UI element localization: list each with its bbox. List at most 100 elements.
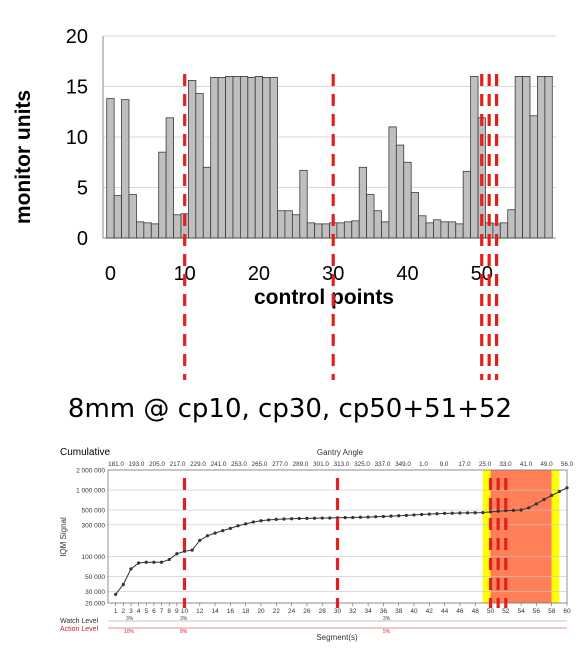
signal-point [511, 508, 516, 512]
bar [136, 221, 145, 239]
signal-point [244, 522, 248, 526]
signal-point [374, 515, 378, 519]
signal-point [282, 517, 286, 521]
signal-point [144, 560, 148, 564]
top-x-tick-label: 20 [248, 263, 270, 285]
segment-tick-label: 18 [242, 608, 250, 615]
signal-point [297, 516, 301, 521]
bar [440, 221, 449, 239]
segment-tick-label: 2 [121, 608, 125, 615]
segment-tick-label: 28 [319, 608, 327, 615]
segment-tick-label: 3 [129, 608, 133, 615]
bottom-y-tick-label: 20 000 [85, 601, 105, 608]
bar [499, 222, 509, 239]
bar [232, 76, 241, 239]
bar [239, 76, 249, 239]
signal-point [473, 511, 477, 515]
watch-value: 3% [383, 616, 391, 622]
bar [514, 76, 523, 239]
action-level-label: Action Level [60, 626, 99, 633]
bar [202, 166, 212, 239]
bar [366, 194, 375, 239]
signal-point [328, 516, 332, 520]
watch-level-label: Watch Level [60, 618, 99, 625]
signal-point [351, 515, 355, 520]
gantry-angle-label: 1.0 [419, 461, 428, 468]
segment-tick-label: 56 [533, 608, 541, 615]
top-x-tick-label: 40 [396, 263, 418, 285]
gantry-angle-label: 49.0 [540, 461, 553, 468]
signal-point [366, 515, 370, 519]
gantry-axis-title: Gantry Angle [317, 448, 364, 457]
signal-point [221, 529, 225, 533]
yellow-band-right [551, 470, 560, 603]
watch-value: 3% [126, 616, 134, 622]
gantry-angle-label: 337.0 [375, 461, 391, 468]
bar [225, 76, 234, 239]
segment-tick-label: 42 [426, 608, 434, 615]
gantry-angle-label: 25.0 [479, 461, 492, 468]
gantry-angle-label: 229.0 [190, 461, 206, 468]
bar [277, 210, 286, 239]
bar [165, 117, 174, 239]
signal-point [389, 514, 393, 518]
action-value: 5% [383, 629, 391, 635]
bottom-y-tick-label: 500 000 [82, 508, 106, 515]
top-y-tick-label: 0 [77, 228, 88, 250]
red-highlight-band [482, 470, 552, 603]
segment-tick-label: 5 [144, 608, 148, 615]
bar [247, 77, 256, 239]
gantry-angle-label: 253.0 [231, 461, 247, 468]
signal-point [450, 511, 454, 515]
bar [433, 219, 442, 239]
segment-tick-label: 46 [456, 608, 464, 615]
signal-point [397, 514, 401, 518]
top-x-tick-label: 0 [105, 263, 116, 285]
bar [507, 209, 516, 239]
gantry-angle-label: 313.0 [334, 461, 350, 468]
segment-tick-label: 52 [502, 608, 510, 615]
signal-point [488, 510, 493, 514]
segment-tick-label: 12 [196, 608, 204, 615]
signal-point [259, 519, 263, 523]
signal-point [542, 497, 546, 502]
signal-point [420, 512, 424, 517]
signal-point [519, 508, 523, 512]
control-point-markers [182, 74, 508, 608]
signal-point [412, 513, 416, 517]
bar [321, 223, 330, 239]
yellow-band-left [482, 470, 491, 603]
gantry-angle-label: 9.0 [440, 461, 449, 468]
bar [217, 77, 226, 239]
gantry-angle-label: 325.0 [354, 461, 370, 468]
bar [425, 222, 434, 239]
signal-point [565, 486, 569, 490]
signal-point [481, 510, 485, 515]
signal-point [496, 509, 500, 513]
top-y-tick-label: 10 [66, 127, 88, 149]
segment-tick-label: 50 [487, 608, 495, 615]
top-y-tick-label: 20 [66, 26, 88, 48]
bar [284, 210, 293, 239]
bottom-y-tick-labels: 2 000 000 1 000 000 500 000 300 000 100 000 5… [76, 468, 105, 608]
signal-point [290, 517, 294, 521]
bottom-y-tick-label: 100 000 [82, 554, 106, 561]
iqm-signal-chart: Cumulative Gantry Angle 181.0 193.0 205.0 2… [57, 445, 575, 657]
segment-tick-label: 30 [334, 608, 342, 615]
segment-tick-label: 32 [349, 608, 357, 615]
signal-point [267, 518, 271, 522]
signal-point [465, 511, 470, 515]
gantry-angle-label: 277.0 [272, 461, 288, 468]
bottom-y-tick-label: 30 000 [85, 589, 105, 596]
segment-tick-label: 20 [257, 608, 265, 615]
segment-tick-label: 34 [364, 608, 372, 615]
signal-point [121, 582, 125, 587]
gantry-angle-label: 301.0 [313, 461, 329, 468]
bar [418, 215, 427, 239]
bar [121, 99, 130, 239]
bar [299, 169, 308, 239]
bar [544, 76, 553, 239]
bar [455, 223, 464, 239]
bar [210, 77, 219, 239]
